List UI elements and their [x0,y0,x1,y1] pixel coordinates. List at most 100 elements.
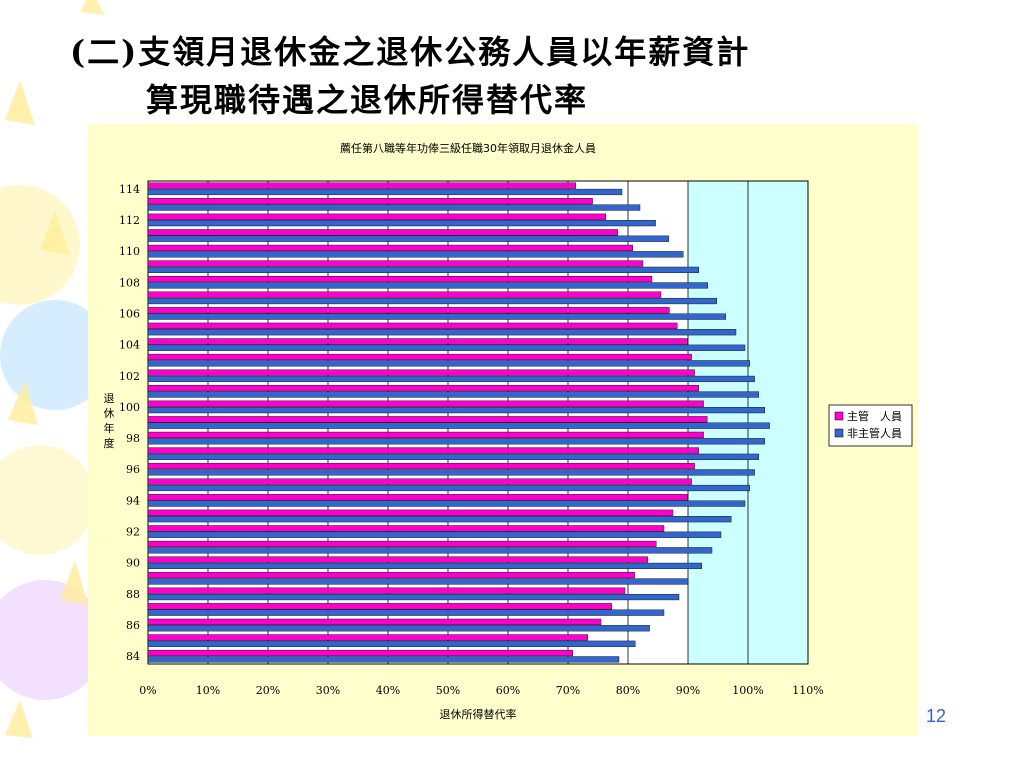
y-tick-label-112: 112 [119,214,140,227]
bar-non-manager-104 [147,344,746,351]
bar-manager-108 [147,276,653,283]
legend-swatch-non-manager [834,428,844,438]
bar-manager-98 [147,431,704,438]
y-tick-label-102: 102 [119,370,140,383]
bar-manager-102 [147,369,695,376]
y-tick-label-96: 96 [126,463,140,476]
bar-manager-107 [147,291,662,298]
legend-label-non-manager: 非主管人員 [847,426,902,440]
x-tick-label: 60% [496,684,520,697]
chart-panel: 84 86 88 90 92 94 96 98 100 102 104 106 108 110 112 114… [88,124,918,736]
bar-manager-105 [147,322,678,329]
bar-chart: 84 86 88 90 92 94 96 98 100 102 104 106 108 110 112 114… [104,141,913,721]
decorative-background [0,0,110,738]
bar-manager-84 [147,649,573,657]
bar-non-manager-99 [147,422,770,429]
y-tick-label-106: 106 [119,307,140,320]
bar-non-manager-91 [147,547,713,554]
bar-non-manager-98 [147,438,765,445]
bar-manager-92 [147,525,665,532]
bar-manager-100 [147,400,704,407]
y-tick-label-100: 100 [119,401,140,414]
bar-manager-87 [147,603,612,610]
bar-non-manager-90 [147,562,702,569]
bar-manager-113 [147,198,593,205]
bar-non-manager-113 [147,204,641,211]
bar-non-manager-95 [147,484,750,492]
legend-swatch-manager [834,411,844,421]
slide-title-line-2: 算現職待遇之退休所得替代率 [146,81,589,119]
x-axis-label: 退休所得替代率 [440,707,517,721]
x-tick-label: 70% [556,684,580,697]
legend-label-manager: 主管 人員 [847,409,902,423]
y-tick-label-84: 84 [126,650,140,663]
y-tick-label-98: 98 [126,432,140,445]
bar-non-manager-84 [147,656,620,663]
bar-non-manager-87 [147,609,665,616]
bar-non-manager-89 [147,578,689,585]
bar-manager-112 [147,213,606,220]
bar-non-manager-108 [147,282,708,289]
bar-manager-94 [147,494,688,501]
bar-manager-96 [147,462,695,470]
bar-manager-114 [147,182,576,189]
y-tick-label-108: 108 [119,276,140,289]
bar-manager-103 [147,353,692,361]
bar-non-manager-101 [147,391,759,398]
bar-non-manager-102 [147,375,755,383]
bar-non-manager-110 [147,251,684,258]
bar-non-manager-107 [147,297,717,305]
x-tick-label: 90% [676,684,700,697]
y-tick-label-110: 110 [119,245,140,258]
bar-non-manager-112 [147,220,656,227]
bar-non-manager-86 [147,625,650,632]
bar-non-manager-111 [147,235,669,242]
slide-title: (二)支領月退休金之退休公務人員以年薪資計 算現職待遇之退休所得替代率 [70,28,890,124]
x-tick-label: 40% [376,684,400,697]
bar-manager-99 [147,416,708,423]
x-tick-label: 20% [256,684,280,697]
x-tick-label: 30% [316,684,340,697]
bar-non-manager-88 [147,593,680,601]
bar-non-manager-85 [147,640,636,647]
bar-non-manager-109 [147,266,699,273]
bar-manager-109 [147,260,644,267]
bar-non-manager-106 [147,313,726,320]
bar-manager-85 [147,634,588,641]
bar-manager-110 [147,244,633,252]
page-number: 12 [926,706,947,726]
y-tick-label-90: 90 [126,557,140,570]
y-tick-label-88: 88 [126,588,140,601]
bar-non-manager-94 [147,500,746,507]
bar-manager-101 [147,385,699,392]
x-tick-label: 50% [436,684,460,697]
chart-title: 薦任第八職等年功俸三級任職30年領取月退休金人員 [340,141,596,155]
bar-non-manager-96 [147,469,755,476]
bar-manager-97 [147,447,699,454]
x-tick-label: 0% [139,684,156,697]
bar-non-manager-97 [147,453,759,460]
slide-title-line-1: (二)支領月退休金之退休公務人員以年薪資計 [70,33,751,71]
bar-manager-95 [147,478,692,485]
bar-non-manager-114 [147,188,623,196]
bar-non-manager-105 [147,329,737,336]
bar-manager-89 [147,572,635,579]
bar-manager-106 [147,307,670,314]
bar-manager-93 [147,509,674,516]
y-tick-label-92: 92 [126,526,140,539]
bar-manager-91 [147,540,657,548]
bar-manager-88 [147,587,626,594]
y-tick-label-104: 104 [119,339,140,352]
bar-manager-104 [147,338,688,345]
plot-area-border [147,180,809,665]
bar-non-manager-100 [147,407,765,414]
bar-non-manager-103 [147,360,750,367]
bar-manager-111 [147,229,618,236]
bar-non-manager-92 [147,531,722,538]
bar-manager-86 [147,618,602,625]
x-tick-label: 100% [732,684,763,697]
y-axis-label: 退休年度 [104,392,115,450]
x-tick-label: 10% [196,684,220,697]
y-tick-label-86: 86 [126,619,140,632]
x-tick-label: 110% [792,684,823,697]
